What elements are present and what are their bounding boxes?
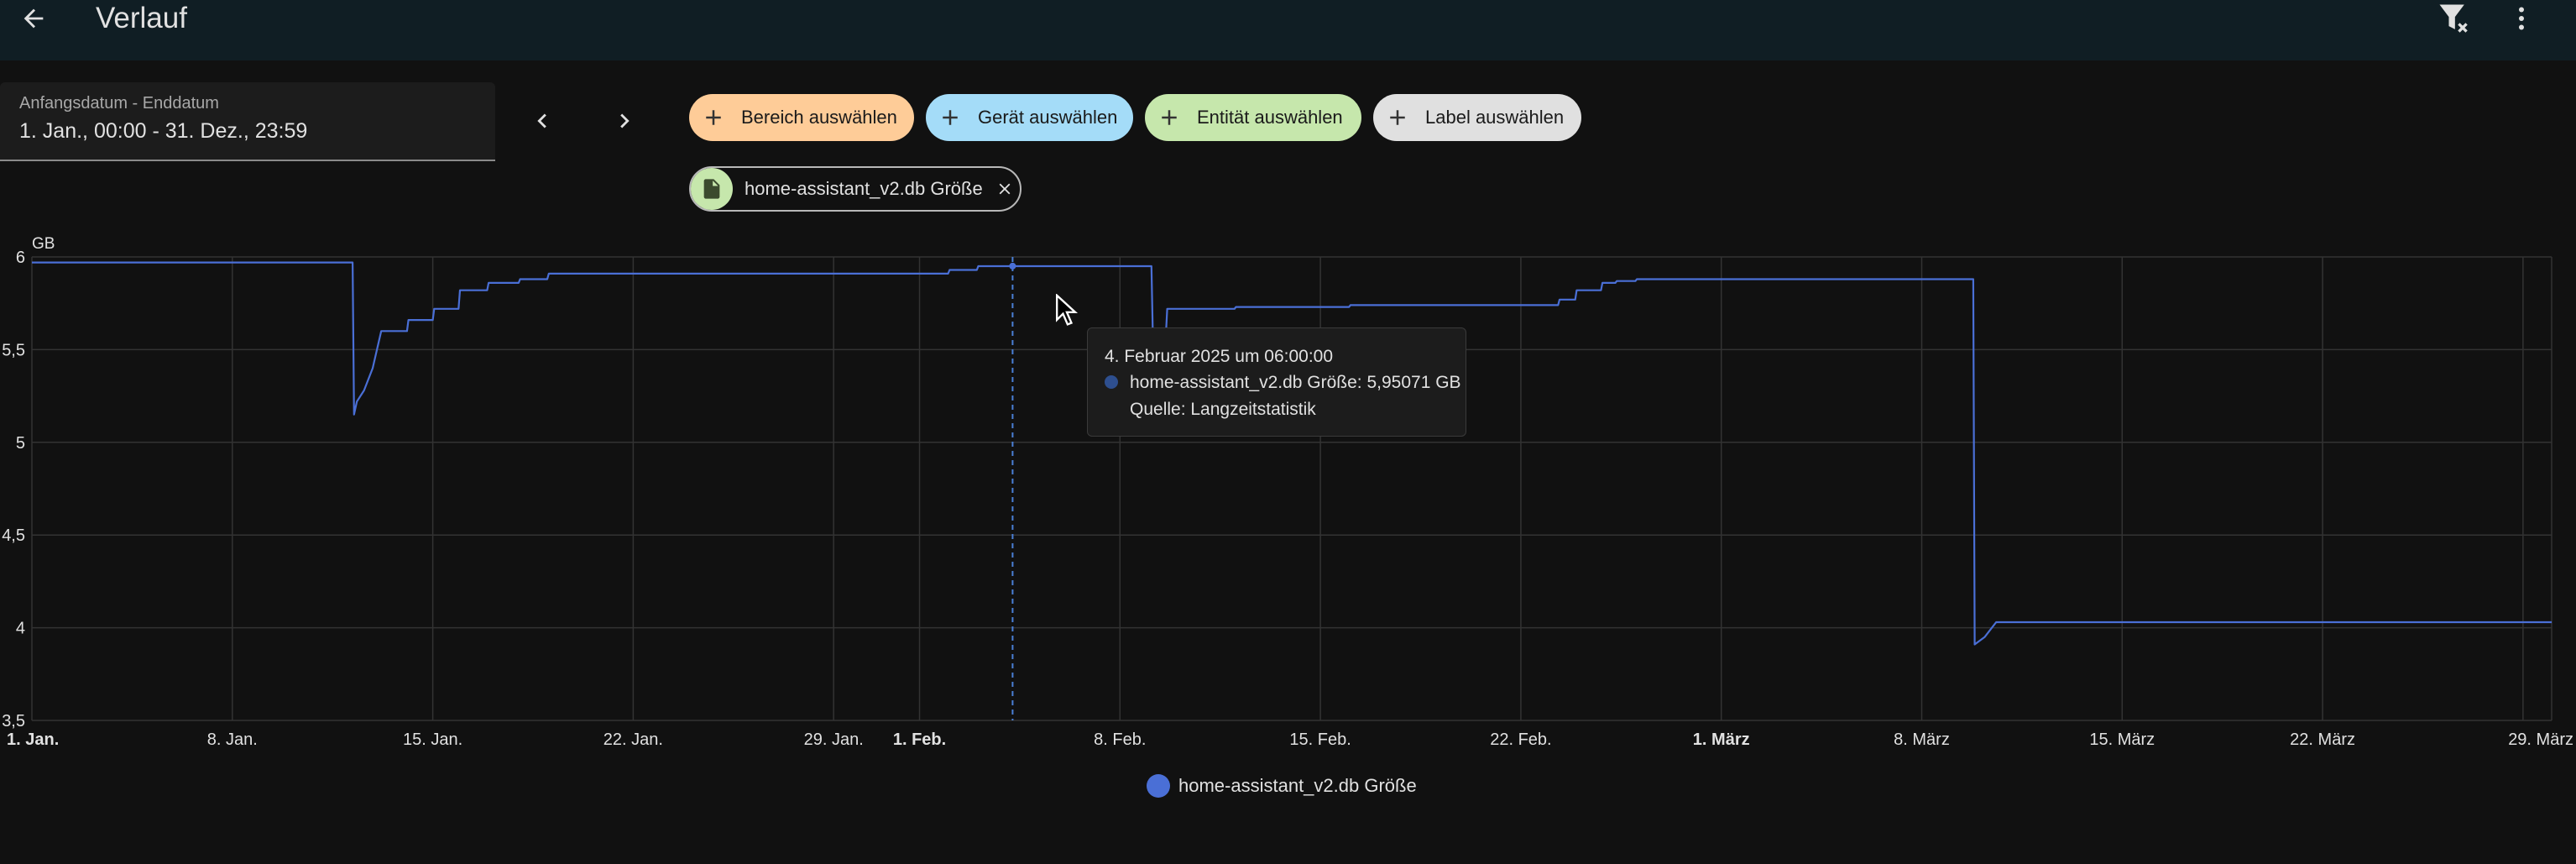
hover-point: [1009, 262, 1016, 270]
entity-avatar: [691, 168, 733, 210]
page-title: Verlauf: [96, 2, 187, 34]
y-tick-label: 5: [16, 434, 25, 453]
chart-legend-item[interactable]: home-assistant_v2.db Größe: [1147, 772, 1417, 799]
x-tick-label: 15. März: [2089, 730, 2155, 749]
add-label-chip[interactable]: Label auswählen: [1373, 94, 1581, 141]
y-tick-label: 5,5: [2, 341, 25, 359]
date-range-picker[interactable]: Anfangsdatum - Enddatum 1. Jan., 00:00 -…: [0, 82, 495, 161]
history-chart[interactable]: 6 5,5 5 4,5 4 3,5 1. Jan. 8. Jan. 15. Jan. 22. J…: [0, 231, 2576, 768]
y-tick-label: 4: [16, 620, 25, 638]
add-entity-label: Entität auswählen: [1197, 107, 1343, 128]
dots-vertical-icon: [2519, 7, 2524, 30]
series-line[interactable]: [32, 261, 2552, 646]
tooltip-series-value: home-assistant_v2.db Größe: 5,95071 GB: [1130, 373, 1461, 392]
chevron-right-icon: [620, 113, 630, 128]
history-chart-svg[interactable]: 6 5,5 5 4,5 4 3,5 1. Jan. 8. Jan. 15. Jan. 22. J…: [0, 231, 2576, 768]
back-button[interactable]: [8, 0, 59, 37]
add-area-label: Bereich auswählen: [741, 107, 897, 128]
x-tick-label: 8. März: [1894, 730, 1950, 749]
legend-label: home-assistant_v2.db Größe: [1178, 775, 1417, 796]
x-tick-label: 1. Feb.: [893, 730, 946, 749]
arrow-left-icon: [24, 8, 44, 29]
selected-entity-chip[interactable]: home-assistant_v2.db Größe: [689, 166, 1022, 212]
plus-icon: [1390, 110, 1405, 125]
x-tick-label: 29. Jan.: [804, 730, 864, 749]
next-period-button[interactable]: [601, 97, 648, 144]
x-tick-label: 8. Feb.: [1094, 730, 1146, 749]
add-label-label: Label auswählen: [1425, 107, 1565, 128]
add-area-chip[interactable]: Bereich auswählen: [689, 94, 914, 141]
plus-icon: [1162, 110, 1177, 125]
add-entity-chip[interactable]: Entität auswählen: [1145, 94, 1361, 141]
date-range-label: Anfangsdatum - Enddatum: [19, 94, 219, 113]
filter-remove-icon: [2439, 4, 2468, 33]
date-range-value: 1. Jan., 00:00 - 31. Dez., 23:59: [19, 119, 308, 143]
x-tick-label: 22. Jan.: [604, 730, 663, 749]
previous-period-button[interactable]: [519, 97, 566, 144]
tooltip-source: Quelle: Langzeitstatistik: [1130, 400, 1316, 419]
x-tick-label: 15. Feb.: [1289, 730, 1351, 749]
close-icon: [999, 183, 1011, 195]
x-tick-label: 22. März: [2290, 730, 2355, 749]
tooltip-title: 4. Februar 2025 um 06:00:00: [1105, 347, 1334, 366]
add-device-chip[interactable]: Gerät auswählen: [926, 94, 1133, 141]
x-tick-label: 29. März: [2508, 730, 2573, 749]
chart-tooltip: 4. Februar 2025 um 06:00:00 home-assista…: [1087, 327, 1466, 437]
x-tick-label: 1. März: [1693, 730, 1750, 749]
y-axis-unit: GB: [32, 235, 55, 253]
mouse-pointer-icon: [1056, 294, 1079, 326]
plus-icon: [943, 110, 958, 125]
x-tick-label: 1. Jan.: [7, 730, 59, 749]
x-tick-label: 22. Feb.: [1490, 730, 1551, 749]
chevron-left-icon: [537, 113, 546, 128]
x-tick-label: 15. Jan.: [403, 730, 462, 749]
y-tick-label: 4,5: [2, 526, 25, 545]
y-tick-label: 3,5: [2, 712, 25, 730]
y-tick-label: 6: [16, 249, 25, 267]
top-app-bar: Verlauf: [0, 0, 2576, 60]
more-menu-button[interactable]: [2505, 0, 2538, 37]
tooltip-series-marker: [1105, 375, 1118, 389]
plus-icon: [706, 110, 721, 125]
file-icon: [703, 179, 720, 199]
selected-entity-label: home-assistant_v2.db Größe: [745, 178, 983, 199]
x-tick-label: 8. Jan.: [207, 730, 258, 749]
add-device-label: Gerät auswählen: [978, 107, 1118, 128]
clear-filter-button[interactable]: [2432, 0, 2474, 37]
remove-entity-button[interactable]: [993, 177, 1016, 201]
legend-marker: [1147, 774, 1170, 798]
